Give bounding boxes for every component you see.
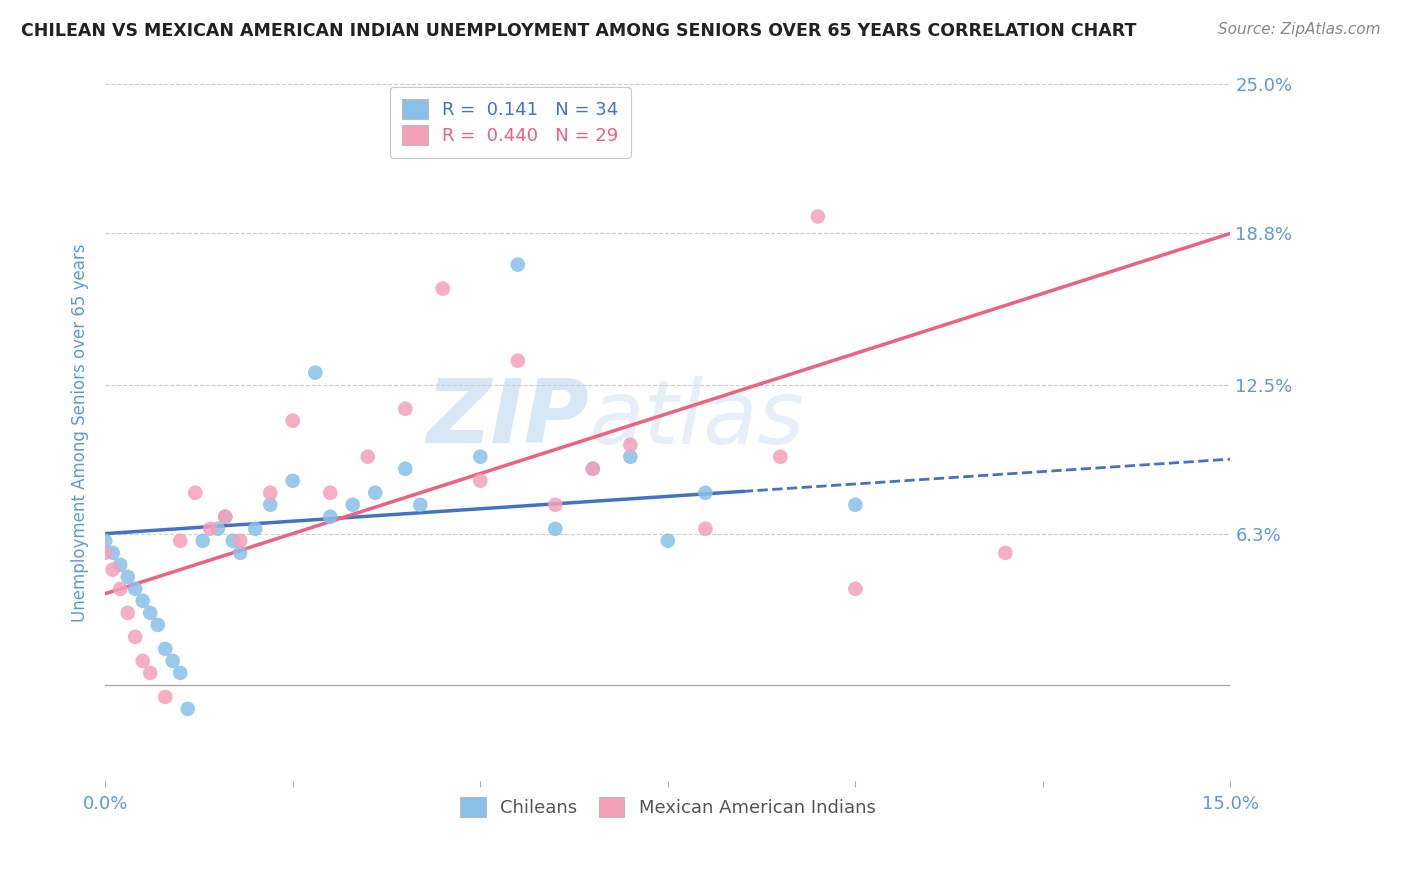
Point xyxy=(155,690,177,704)
Point xyxy=(110,582,132,596)
Point xyxy=(94,546,117,560)
Point xyxy=(169,665,191,680)
Point xyxy=(117,606,139,620)
Point xyxy=(695,485,717,500)
Point xyxy=(229,546,252,560)
Point xyxy=(110,558,132,572)
Point xyxy=(162,654,184,668)
Point xyxy=(619,438,641,452)
Point xyxy=(319,485,342,500)
Point xyxy=(544,498,567,512)
Point xyxy=(807,210,830,224)
Point xyxy=(470,450,492,464)
Point xyxy=(101,563,124,577)
Point xyxy=(155,641,177,656)
Point xyxy=(657,533,679,548)
Point xyxy=(132,654,155,668)
Legend: Chileans, Mexican American Indians: Chileans, Mexican American Indians xyxy=(453,790,883,824)
Y-axis label: Unemployment Among Seniors over 65 years: Unemployment Among Seniors over 65 years xyxy=(72,244,89,622)
Point xyxy=(304,366,326,380)
Point xyxy=(319,509,342,524)
Text: Source: ZipAtlas.com: Source: ZipAtlas.com xyxy=(1218,22,1381,37)
Point xyxy=(844,498,866,512)
Point xyxy=(177,702,200,716)
Point xyxy=(259,498,281,512)
Point xyxy=(506,258,529,272)
Point xyxy=(357,450,380,464)
Point xyxy=(132,594,155,608)
Point xyxy=(394,401,416,416)
Point xyxy=(470,474,492,488)
Point xyxy=(101,546,124,560)
Point xyxy=(342,498,364,512)
Point xyxy=(364,485,387,500)
Point xyxy=(139,665,162,680)
Point xyxy=(409,498,432,512)
Point xyxy=(214,509,236,524)
Point xyxy=(994,546,1017,560)
Point xyxy=(769,450,792,464)
Point xyxy=(394,462,416,476)
Point xyxy=(146,618,169,632)
Point xyxy=(281,414,304,428)
Text: CHILEAN VS MEXICAN AMERICAN INDIAN UNEMPLOYMENT AMONG SENIORS OVER 65 YEARS CORR: CHILEAN VS MEXICAN AMERICAN INDIAN UNEMP… xyxy=(21,22,1136,40)
Text: ZIP: ZIP xyxy=(426,376,589,462)
Text: atlas: atlas xyxy=(589,376,804,462)
Point xyxy=(544,522,567,536)
Point xyxy=(207,522,229,536)
Point xyxy=(619,450,641,464)
Point xyxy=(214,509,236,524)
Point xyxy=(124,582,146,596)
Point xyxy=(695,522,717,536)
Point xyxy=(200,522,222,536)
Point xyxy=(222,533,245,548)
Point xyxy=(184,485,207,500)
Point xyxy=(844,582,866,596)
Point xyxy=(94,533,117,548)
Point xyxy=(432,282,454,296)
Point xyxy=(506,353,529,368)
Point xyxy=(169,533,191,548)
Point xyxy=(124,630,146,644)
Point xyxy=(582,462,605,476)
Point xyxy=(117,570,139,584)
Point xyxy=(582,462,605,476)
Point xyxy=(139,606,162,620)
Point xyxy=(229,533,252,548)
Point xyxy=(191,533,214,548)
Point xyxy=(245,522,267,536)
Point xyxy=(259,485,281,500)
Point xyxy=(281,474,304,488)
